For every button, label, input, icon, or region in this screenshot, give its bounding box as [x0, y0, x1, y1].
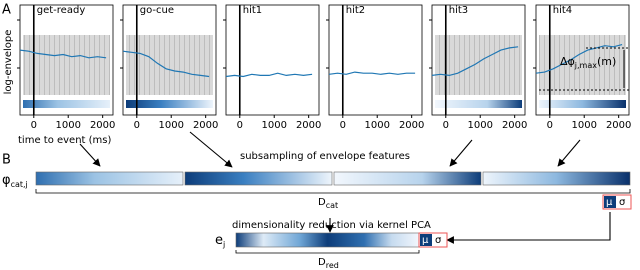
x-tick-label: 0: [31, 120, 37, 131]
mu: μ: [606, 197, 613, 208]
shaded-region: [435, 35, 522, 95]
heat-strip: [126, 100, 213, 108]
dcat-label: Dcat: [318, 197, 338, 210]
brace: [235, 250, 420, 254]
mu: μ: [422, 235, 429, 246]
feature-strip: [35, 171, 631, 186]
heat-strip: [23, 100, 110, 108]
e-label: ej: [215, 233, 225, 249]
delta-label: Δφj,max(m): [560, 55, 616, 70]
panel-label: A: [2, 3, 11, 18]
x-tick-label: 0: [134, 120, 140, 131]
panel-title: get-ready: [37, 5, 86, 16]
trace: [328, 71, 416, 75]
sigma: σ: [435, 235, 442, 246]
caption: dimensionality reduction via kernel PCA: [232, 220, 431, 231]
reduced-strip: [235, 232, 420, 248]
panel-title: hit3: [449, 5, 468, 16]
x-tick-label: 2000: [296, 120, 321, 131]
x-tick-label: 0: [547, 120, 553, 131]
x-tick-label: 2000: [399, 120, 424, 131]
trace: [431, 46, 519, 77]
shaded-region: [539, 35, 626, 95]
panel-title: hit4: [553, 5, 572, 16]
y-axis-label: log-envelope: [3, 30, 14, 95]
heat-strip: [435, 100, 522, 108]
x-tick-label: 2000: [90, 120, 115, 131]
trace: [19, 49, 107, 59]
x-tick-label: 2000: [606, 120, 631, 131]
mu-cell: [604, 196, 616, 208]
sigma: σ: [619, 197, 626, 208]
delta-sub: j,max: [574, 61, 597, 70]
x-tick-label: 2000: [502, 120, 527, 131]
delta-tail: (m): [597, 55, 616, 68]
x-tick-label: 1000: [571, 120, 596, 131]
x-axis-label: time to event (ms): [18, 135, 112, 146]
panel-frame: [328, 4, 423, 116]
x-tick-label: 2000: [193, 120, 218, 131]
x-tick-label: 0: [237, 120, 243, 131]
shaded-region: [126, 35, 213, 95]
x-tick-label: 1000: [55, 120, 80, 131]
trace: [122, 50, 210, 78]
caption: subsampling of envelope features: [240, 151, 410, 162]
brace: [35, 189, 631, 194]
x-tick-label: 1000: [261, 120, 286, 131]
x-tick-label: 1000: [158, 120, 183, 131]
arrows: [79, 131, 611, 244]
trace: [225, 72, 313, 78]
panels: get-ready 0 1000 2000 go-cue 0 1000 2000 hit1 0 10…: [17, 4, 631, 131]
heat-strip: [539, 100, 626, 108]
delta-main: Δφ: [560, 55, 575, 68]
panel-title: go-cue: [140, 5, 174, 16]
panel-frame: [225, 4, 320, 116]
trace: [535, 44, 623, 74]
x-tick-label: 1000: [364, 120, 389, 131]
panel-title: hit1: [243, 5, 262, 16]
x-tick-label: 0: [443, 120, 449, 131]
x-tick-label: 0: [340, 120, 346, 131]
mu-cell: [420, 234, 432, 246]
x-tick-label: 1000: [467, 120, 492, 131]
panel-label: B: [2, 153, 11, 168]
phi-label: φcat,j: [2, 173, 28, 189]
shaded-region: [23, 35, 110, 95]
panel-title: hit2: [346, 5, 365, 16]
dred-label: Dred: [318, 257, 339, 270]
